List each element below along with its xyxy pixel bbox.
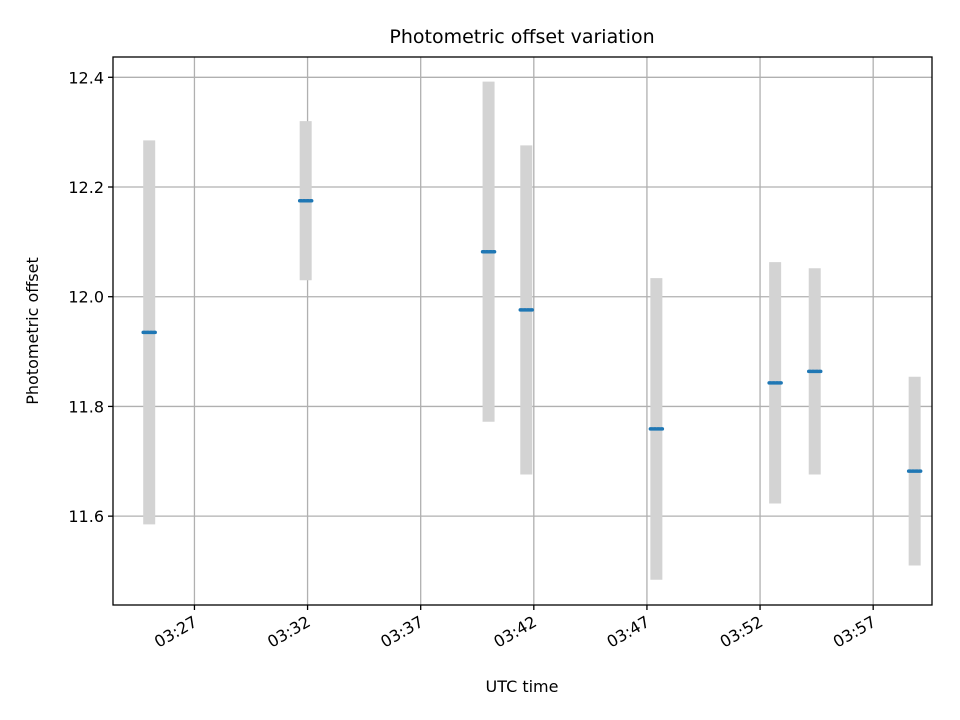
chart-title: Photometric offset variation <box>389 26 654 48</box>
y-tick-label: 12.0 <box>68 288 104 307</box>
plot-frame <box>112 56 933 606</box>
y-tick-label: 12.2 <box>68 178 104 197</box>
y-tick-label: 12.4 <box>68 68 104 87</box>
data-points <box>141 198 923 473</box>
y-axis-label: Photometric offset <box>23 257 42 405</box>
y-tick-label: 11.8 <box>68 397 104 416</box>
x-axis-label: UTC time <box>486 677 559 696</box>
y-tick-label: 11.6 <box>68 507 104 526</box>
y-axis: 11.6 11.8 12.0 12.2 12.4 <box>68 68 113 526</box>
